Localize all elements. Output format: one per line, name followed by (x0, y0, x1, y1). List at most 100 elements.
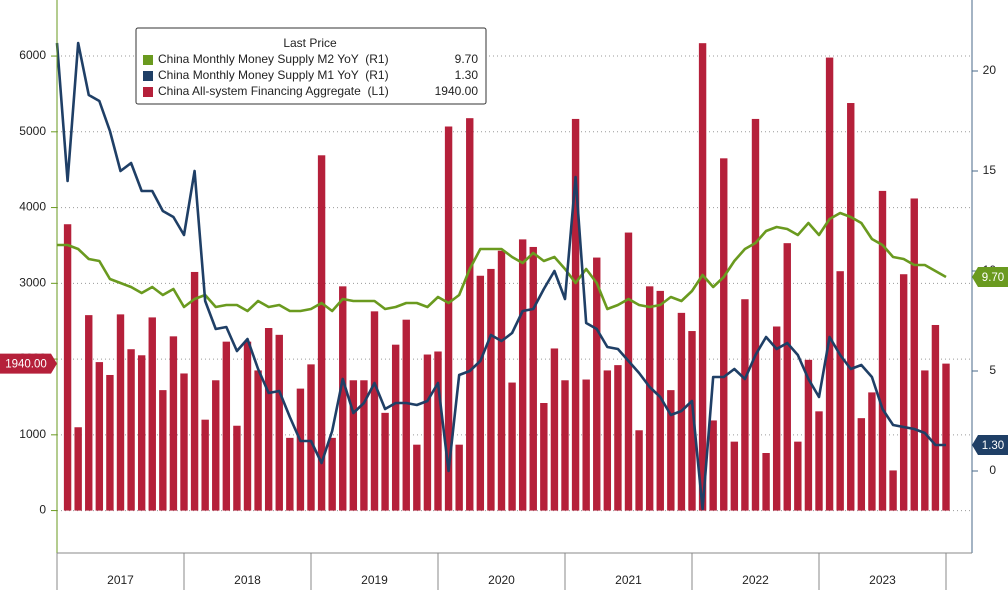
bar (243, 341, 252, 511)
legend-box (135, 27, 487, 105)
bar (783, 243, 791, 511)
bar (688, 331, 696, 511)
legend-swatch (143, 87, 153, 97)
bar (889, 470, 897, 511)
legend-title: Last Price (283, 36, 337, 50)
bar (899, 274, 908, 511)
value-tag-label: 1940.00 (5, 359, 47, 371)
y2-tick-label: 0 (989, 463, 996, 477)
bar (148, 317, 156, 511)
y-tick-label: 4000 (19, 200, 46, 214)
bar (836, 271, 844, 511)
bar (466, 118, 474, 511)
bar (815, 411, 823, 511)
lines (55, 41, 947, 511)
bar (434, 351, 442, 511)
bar (222, 341, 231, 511)
bar (762, 453, 770, 511)
value-tag-label: 1.30 (982, 440, 1004, 452)
bar (127, 349, 135, 511)
legend: Last Price China Monthly Money Supply M2… (135, 27, 487, 105)
x-tick-label: 2022 (742, 573, 769, 587)
bar (825, 57, 834, 511)
value-tag (972, 267, 1008, 287)
bar (720, 158, 728, 511)
bar (931, 324, 940, 511)
bar (286, 437, 294, 511)
bar (264, 328, 273, 511)
bar (624, 232, 633, 511)
tags: 9.70 1.30 1940.00 (0, 267, 1008, 455)
bar (518, 239, 527, 511)
bar (582, 379, 590, 511)
legend-label: China Monthly Money Supply M2 YoY (R1) (158, 52, 389, 66)
bar (667, 390, 675, 511)
y2-tick-label: 15 (983, 163, 997, 177)
y-tick-label: 6000 (19, 48, 46, 62)
bar (95, 362, 104, 511)
y-tick-label: 1000 (19, 427, 46, 441)
bar (106, 374, 114, 511)
value-tag (972, 435, 1008, 455)
bar (794, 441, 802, 511)
bar (137, 355, 146, 511)
bar (180, 373, 188, 511)
bar (275, 334, 283, 511)
line (55, 41, 946, 511)
bar (296, 388, 305, 511)
legend-value: 1940.00 (435, 84, 479, 98)
bar (656, 290, 664, 511)
value-tag-label: 9.70 (982, 272, 1004, 284)
bar (339, 286, 347, 511)
y-tick-label: 5000 (19, 124, 46, 138)
bar (85, 315, 93, 511)
bar (921, 370, 929, 511)
x-tick-label: 2018 (234, 573, 261, 587)
bars (63, 43, 950, 511)
legend-value: 9.70 (455, 52, 479, 66)
bar (497, 250, 506, 511)
legend-swatch (143, 71, 153, 81)
bar (603, 370, 612, 511)
bar (847, 103, 855, 511)
bar (349, 380, 358, 511)
bar (540, 403, 548, 511)
bar (857, 418, 866, 511)
bar (233, 425, 241, 511)
legend-label: China All-system Financing Aggregate (L1… (158, 84, 389, 98)
x-tick-label: 2019 (361, 573, 388, 587)
bar (476, 275, 485, 511)
bar (455, 444, 463, 511)
bar (254, 370, 262, 511)
bar (730, 441, 739, 511)
x-tick-label: 2023 (869, 573, 896, 587)
bar (370, 311, 379, 511)
bar (360, 380, 368, 511)
bar (391, 344, 400, 511)
x-tick-label: 2020 (488, 573, 515, 587)
y2-tick-label: 5 (989, 363, 996, 377)
bar (169, 336, 178, 511)
legend-swatch (143, 55, 153, 65)
bar (942, 363, 950, 511)
bar (561, 380, 569, 511)
bar (878, 190, 887, 511)
bar (159, 390, 167, 511)
bar (487, 268, 495, 511)
bar (910, 198, 918, 511)
y-tick-label: 3000 (19, 275, 46, 289)
bar (772, 326, 781, 511)
x-tick-label: 2021 (615, 573, 642, 587)
bar (74, 427, 82, 511)
bar (645, 286, 654, 511)
bar (116, 314, 125, 511)
bar (635, 430, 643, 511)
x-tick-label: 2017 (107, 573, 134, 587)
bar (317, 155, 326, 511)
bar (423, 354, 432, 511)
axes: 0100020003000400050006000051015202017201… (19, 0, 996, 590)
bar (868, 392, 876, 511)
bar (593, 257, 601, 511)
bar (328, 437, 336, 511)
